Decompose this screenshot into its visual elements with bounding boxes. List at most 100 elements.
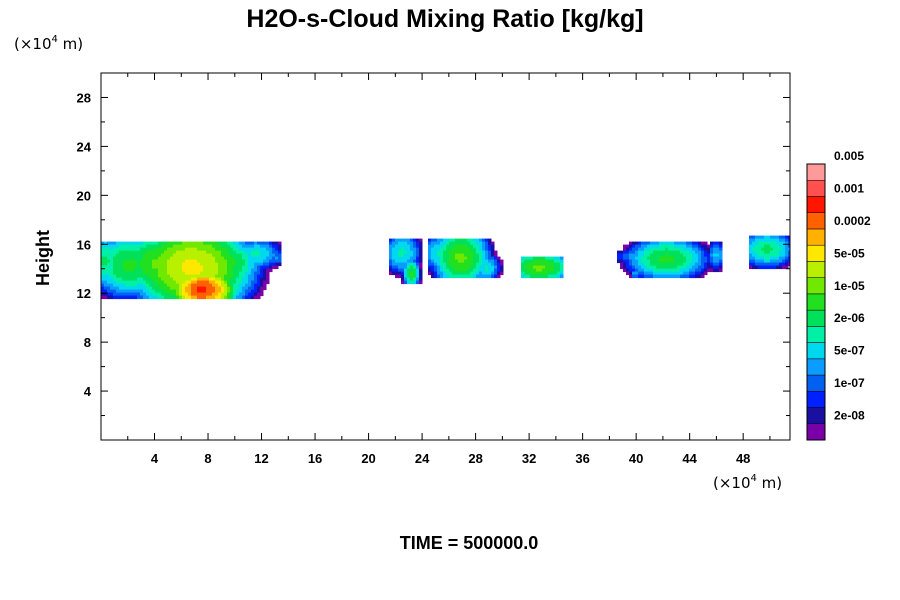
cloud-cell — [122, 253, 126, 258]
cloud-cell — [257, 280, 261, 285]
cloud-cell — [221, 265, 225, 270]
colorbar-label: 1e-07 — [834, 376, 865, 390]
cloud-cell — [554, 271, 558, 276]
cloud-cell — [176, 250, 180, 255]
cloud-cell — [770, 250, 774, 255]
cloud-cell — [560, 256, 564, 261]
cloud-cell — [227, 271, 231, 276]
cloud-cell — [764, 265, 768, 270]
cloud-cell — [782, 265, 786, 270]
y-tick-label: 20 — [77, 188, 91, 203]
cloud-cell — [539, 265, 543, 270]
cloud-cell — [236, 283, 240, 288]
cloud-cell — [200, 262, 204, 267]
cloud-cell — [752, 256, 756, 261]
cloud-cell — [416, 256, 420, 261]
cloud-cell — [254, 295, 258, 300]
cloud-cell — [167, 253, 171, 258]
cloud-cell — [761, 253, 765, 258]
cloud-cell — [416, 253, 420, 258]
cloud-cell — [416, 271, 420, 276]
x-tick-label: 40 — [629, 451, 643, 466]
cloud-cell — [218, 265, 222, 270]
cloud-cell — [209, 250, 213, 255]
cloud-cell — [389, 265, 393, 270]
cloud-cell — [242, 280, 246, 285]
cloud-cell — [719, 262, 723, 267]
cloud-cell — [692, 274, 696, 279]
cloud-cell — [452, 265, 456, 270]
cloud-cell — [146, 247, 150, 252]
cloud-cell — [218, 289, 222, 294]
cloud-cell — [104, 283, 108, 288]
cloud-cell — [749, 250, 753, 255]
cloud-cell — [692, 250, 696, 255]
cloud-cell — [152, 253, 156, 258]
cloud-cell — [200, 250, 204, 255]
cloud-cell — [203, 241, 207, 246]
cloud-cell — [788, 256, 790, 261]
cloud-cell — [527, 274, 531, 279]
cloud-cell — [752, 250, 756, 255]
cloud-cell — [170, 295, 174, 300]
x-tick-label: 24 — [415, 451, 430, 466]
cloud-cell — [164, 265, 168, 270]
cloud-cell — [443, 256, 447, 261]
cloud-cell — [464, 259, 468, 264]
cloud-cell — [107, 262, 111, 267]
cloud-cell — [488, 241, 492, 246]
cloud-cell — [647, 256, 651, 261]
cloud-cell — [656, 265, 660, 270]
cloud-cell — [668, 271, 672, 276]
cloud-cell — [230, 271, 234, 276]
cloud-cell — [272, 250, 276, 255]
cloud-cell — [389, 250, 393, 255]
cloud-cell — [488, 274, 492, 279]
cloud-cell — [524, 259, 528, 264]
cloud-cell — [176, 244, 180, 249]
cloud-cell — [263, 280, 267, 285]
cloud-cell — [713, 247, 717, 252]
cloud-cell — [404, 259, 408, 264]
cloud-cell — [101, 280, 105, 285]
cloud-cell — [242, 271, 246, 276]
cloud-cell — [677, 259, 681, 264]
cloud-cell — [461, 244, 465, 249]
cloud-cell — [173, 244, 177, 249]
cloud-cell — [179, 292, 183, 297]
cloud-cell — [134, 286, 138, 291]
cloud-cell — [143, 277, 147, 282]
cloud-cell — [146, 250, 150, 255]
cloud-cell — [497, 271, 501, 276]
cloud-cell — [473, 244, 477, 249]
cloud-cell — [233, 250, 237, 255]
cloud-cell — [785, 241, 789, 246]
cloud-cell — [128, 289, 132, 294]
cloud-cell — [206, 271, 210, 276]
colorbar-swatch — [806, 261, 826, 278]
cloud-cell — [110, 286, 114, 291]
cloud-cell — [110, 259, 114, 264]
cloud-cell — [203, 277, 207, 282]
cloud-cell — [428, 247, 432, 252]
cloud-cell — [650, 274, 654, 279]
cloud-cell — [125, 250, 129, 255]
cloud-cell — [410, 241, 414, 246]
cloud-cell — [434, 271, 438, 276]
cloud-cell — [227, 268, 231, 273]
cloud-cell — [497, 274, 501, 279]
cloud-cell — [410, 262, 414, 267]
cloud-cell — [419, 247, 423, 252]
cloud-cell — [476, 271, 480, 276]
cloud-cell — [206, 262, 210, 267]
cloud-cell — [452, 268, 456, 273]
cloud-cell — [230, 259, 234, 264]
cloud-cell — [641, 247, 645, 252]
cloud-cell — [128, 274, 132, 279]
cloud-cell — [398, 241, 402, 246]
cloud-cell — [227, 265, 231, 270]
cloud-cell — [143, 241, 147, 246]
cloud-cell — [752, 265, 756, 270]
cloud-cell — [632, 256, 636, 261]
cloud-cell — [680, 265, 684, 270]
